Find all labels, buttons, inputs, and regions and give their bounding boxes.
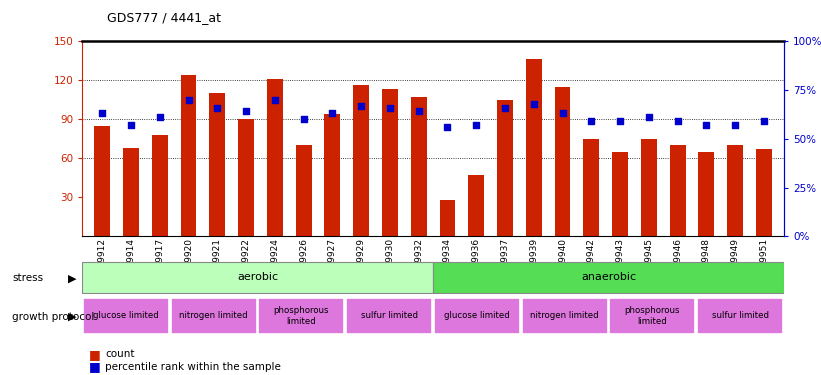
Point xyxy=(441,124,454,130)
Point xyxy=(154,114,167,120)
Point xyxy=(585,118,598,124)
Text: phosphorous
limited: phosphorous limited xyxy=(625,306,680,326)
Bar xyxy=(209,93,225,236)
Point xyxy=(470,122,483,128)
Bar xyxy=(83,298,169,334)
Text: ▶: ▶ xyxy=(68,273,76,283)
Point xyxy=(96,110,109,116)
Bar xyxy=(410,97,427,236)
Bar xyxy=(267,79,282,236)
Text: nitrogen limited: nitrogen limited xyxy=(180,311,248,320)
Bar xyxy=(439,200,456,236)
Bar xyxy=(697,298,783,334)
Bar xyxy=(641,139,657,236)
Text: phosphorous
limited: phosphorous limited xyxy=(273,306,329,326)
Point xyxy=(211,105,224,111)
Point xyxy=(556,110,569,116)
Bar xyxy=(670,145,686,236)
Bar xyxy=(521,298,608,334)
Bar xyxy=(609,298,695,334)
Bar xyxy=(353,86,369,236)
Point xyxy=(182,97,195,103)
Bar xyxy=(238,119,254,236)
Text: anaerobic: anaerobic xyxy=(581,272,636,282)
Bar xyxy=(756,149,772,236)
Bar xyxy=(468,175,484,236)
Bar xyxy=(497,100,513,236)
Point xyxy=(527,100,540,106)
Text: ■: ■ xyxy=(89,360,100,373)
Point xyxy=(498,105,511,111)
Bar xyxy=(324,114,340,236)
Bar xyxy=(612,152,628,236)
Bar xyxy=(94,126,110,236)
Point xyxy=(268,97,282,103)
Point xyxy=(240,108,253,114)
Point xyxy=(297,116,310,122)
Bar xyxy=(433,262,784,292)
Bar xyxy=(123,148,139,236)
Bar xyxy=(296,145,311,236)
Point xyxy=(728,122,741,128)
Text: stress: stress xyxy=(12,273,44,283)
Point xyxy=(671,118,684,124)
Bar xyxy=(259,298,345,334)
Text: sulfur limited: sulfur limited xyxy=(712,311,768,320)
Bar xyxy=(434,298,520,334)
Text: nitrogen limited: nitrogen limited xyxy=(530,311,599,320)
Bar xyxy=(555,87,571,236)
Point xyxy=(355,103,368,109)
Text: ▶: ▶ xyxy=(68,312,76,322)
Point xyxy=(699,122,713,128)
Bar xyxy=(171,298,257,334)
Text: glucose limited: glucose limited xyxy=(444,311,510,320)
Bar xyxy=(181,75,196,236)
Bar xyxy=(727,145,743,236)
Point xyxy=(642,114,655,120)
Text: count: count xyxy=(105,350,135,359)
Point xyxy=(412,108,425,114)
Text: percentile rank within the sample: percentile rank within the sample xyxy=(105,362,281,372)
Text: GDS777 / 4441_at: GDS777 / 4441_at xyxy=(107,11,221,24)
Bar xyxy=(82,262,433,292)
Bar xyxy=(346,298,432,334)
Text: aerobic: aerobic xyxy=(237,272,278,282)
Point xyxy=(125,122,138,128)
Bar xyxy=(699,152,714,236)
Bar xyxy=(526,60,542,236)
Point xyxy=(383,105,397,111)
Bar xyxy=(382,89,398,236)
Text: glucose limited: glucose limited xyxy=(93,311,158,320)
Point xyxy=(757,118,770,124)
Point xyxy=(613,118,626,124)
Bar xyxy=(584,139,599,236)
Point xyxy=(326,110,339,116)
Text: ■: ■ xyxy=(89,348,100,361)
Bar xyxy=(152,135,167,236)
Text: sulfur limited: sulfur limited xyxy=(360,311,418,320)
Text: growth protocol: growth protocol xyxy=(12,312,94,322)
